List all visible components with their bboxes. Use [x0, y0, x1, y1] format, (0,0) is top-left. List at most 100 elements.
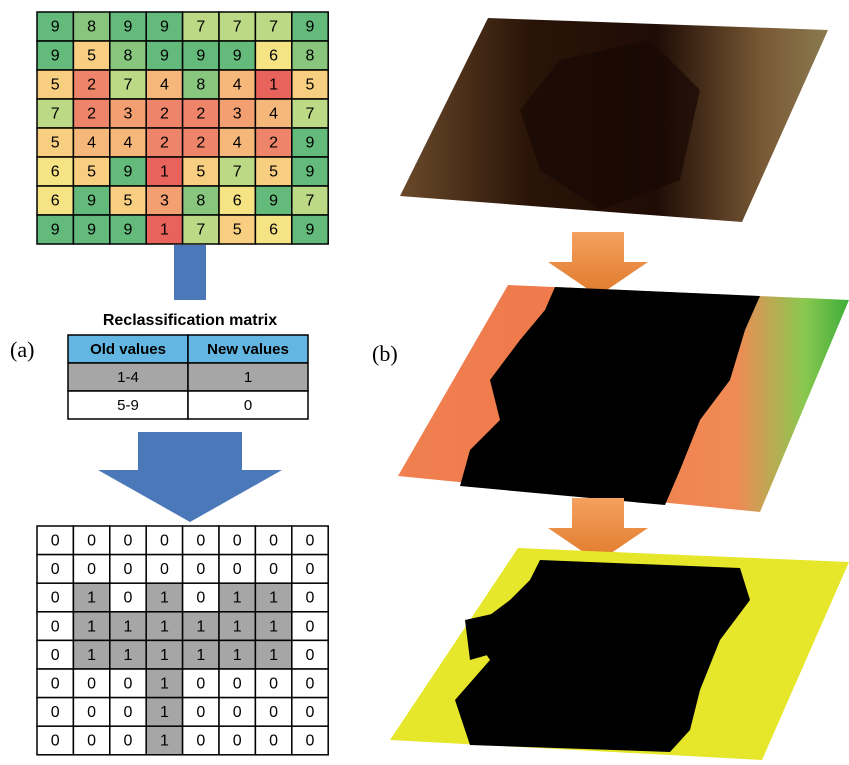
diagram: (a) (b) 98997779958999685274841572322347… — [0, 0, 849, 765]
cell-value: 0 — [124, 561, 133, 578]
cell-value: 3 — [160, 193, 169, 210]
cell-value: 0 — [51, 590, 60, 607]
cell-value: 0 — [306, 561, 315, 578]
cell-value: 0 — [233, 733, 242, 750]
cell-value: 0 — [233, 561, 242, 578]
cell-value: 9 — [87, 193, 96, 210]
cell-value: 1 — [269, 618, 278, 635]
cell-value: 0 — [51, 733, 60, 750]
header-text: Old values — [90, 341, 166, 358]
cell-value: 9 — [51, 48, 60, 65]
cell-value: 1 — [160, 704, 169, 721]
arrow — [174, 245, 206, 300]
cell-value: 1 — [269, 77, 278, 94]
cell-value: 0 — [306, 647, 315, 664]
cell-value: 9 — [87, 222, 96, 239]
cell-value: 5 — [51, 135, 60, 152]
cell-value: 7 — [196, 222, 205, 239]
cell-value: 9 — [124, 164, 133, 181]
cell-value: 0 — [87, 561, 96, 578]
cell-value: 7 — [51, 106, 60, 123]
cell-value: 0 — [196, 590, 205, 607]
cell-value: 1 — [160, 733, 169, 750]
panel-label: (a) — [10, 337, 34, 362]
cell-value: 5 — [51, 77, 60, 94]
cell-value: 0 — [233, 533, 242, 550]
cell-value: 0 — [87, 676, 96, 693]
cell-value: 8 — [196, 193, 205, 210]
cell-value: 0 — [51, 618, 60, 635]
cell-value: 0 — [306, 676, 315, 693]
cell-value: 8 — [196, 77, 205, 94]
cell-value: 4 — [87, 135, 96, 152]
reclass-table: Old valuesNew values1-415-90 — [68, 335, 308, 419]
cell-value: 4 — [233, 77, 242, 94]
panel-label: (b) — [372, 341, 398, 366]
cell-value: 1 — [160, 590, 169, 607]
cell-value: 0 — [306, 533, 315, 550]
cell-value: 7 — [124, 77, 133, 94]
cell-value: 0 — [51, 561, 60, 578]
cell-value: 1 — [160, 222, 169, 239]
cell-value: 1 — [87, 618, 96, 635]
cell-value: 7 — [196, 19, 205, 36]
cell-value: 0 — [51, 676, 60, 693]
cell-value: 1 — [160, 164, 169, 181]
cell-value: 5 — [233, 222, 242, 239]
cell-value: 9 — [306, 19, 315, 36]
cell-value: 1 — [233, 590, 242, 607]
cell-value: 2 — [87, 77, 96, 94]
cell-value: 1 — [124, 647, 133, 664]
cell-value: 1 — [233, 618, 242, 635]
cell-value: 5 — [124, 193, 133, 210]
cell-value: 2 — [160, 135, 169, 152]
cell-value: 9 — [160, 48, 169, 65]
cell-value: 0 — [160, 533, 169, 550]
cell-value: 0 — [233, 704, 242, 721]
cell-value: 4 — [233, 135, 242, 152]
cell-value: 6 — [269, 222, 278, 239]
cell-value: 1 — [269, 647, 278, 664]
cell-value: 2 — [196, 135, 205, 152]
cell-value: 0 — [269, 676, 278, 693]
cell-value: 0 — [51, 533, 60, 550]
cell-value: 5 — [306, 77, 315, 94]
cell-value: 9 — [124, 19, 133, 36]
cell-value: 3 — [233, 106, 242, 123]
cell-value: 0 — [196, 533, 205, 550]
cell-value: 1 — [124, 618, 133, 635]
cell-value: 1 — [160, 647, 169, 664]
cell-value: 7 — [306, 193, 315, 210]
cell-value: 9 — [160, 19, 169, 36]
cell-value: 0 — [269, 533, 278, 550]
cell-value: 7 — [306, 106, 315, 123]
cell-value: 5 — [269, 164, 278, 181]
cell-value: 9 — [124, 222, 133, 239]
arrow — [548, 232, 648, 296]
cell-value: 1 — [233, 647, 242, 664]
cell-value: 4 — [160, 77, 169, 94]
cell-text: 5-9 — [117, 397, 139, 414]
cell-value: 7 — [233, 19, 242, 36]
cell-value: 2 — [196, 106, 205, 123]
cell-value: 9 — [269, 193, 278, 210]
cell-value: 5 — [87, 164, 96, 181]
cell-value: 8 — [87, 19, 96, 36]
cell-value: 6 — [269, 48, 278, 65]
cell-value: 6 — [51, 164, 60, 181]
cell-value: 0 — [196, 733, 205, 750]
cell-value: 1 — [87, 647, 96, 664]
cell-value: 3 — [124, 106, 133, 123]
cell-value: 0 — [124, 704, 133, 721]
cell-value: 1 — [196, 647, 205, 664]
cell-value: 0 — [269, 733, 278, 750]
cell-value: 1 — [160, 676, 169, 693]
cell-value: 7 — [269, 19, 278, 36]
cell-value: 5 — [87, 48, 96, 65]
cell-value: 9 — [306, 164, 315, 181]
cell-text: 0 — [244, 397, 252, 414]
cell-value: 0 — [51, 647, 60, 664]
cell-value: 0 — [233, 676, 242, 693]
cell-value: 7 — [233, 164, 242, 181]
